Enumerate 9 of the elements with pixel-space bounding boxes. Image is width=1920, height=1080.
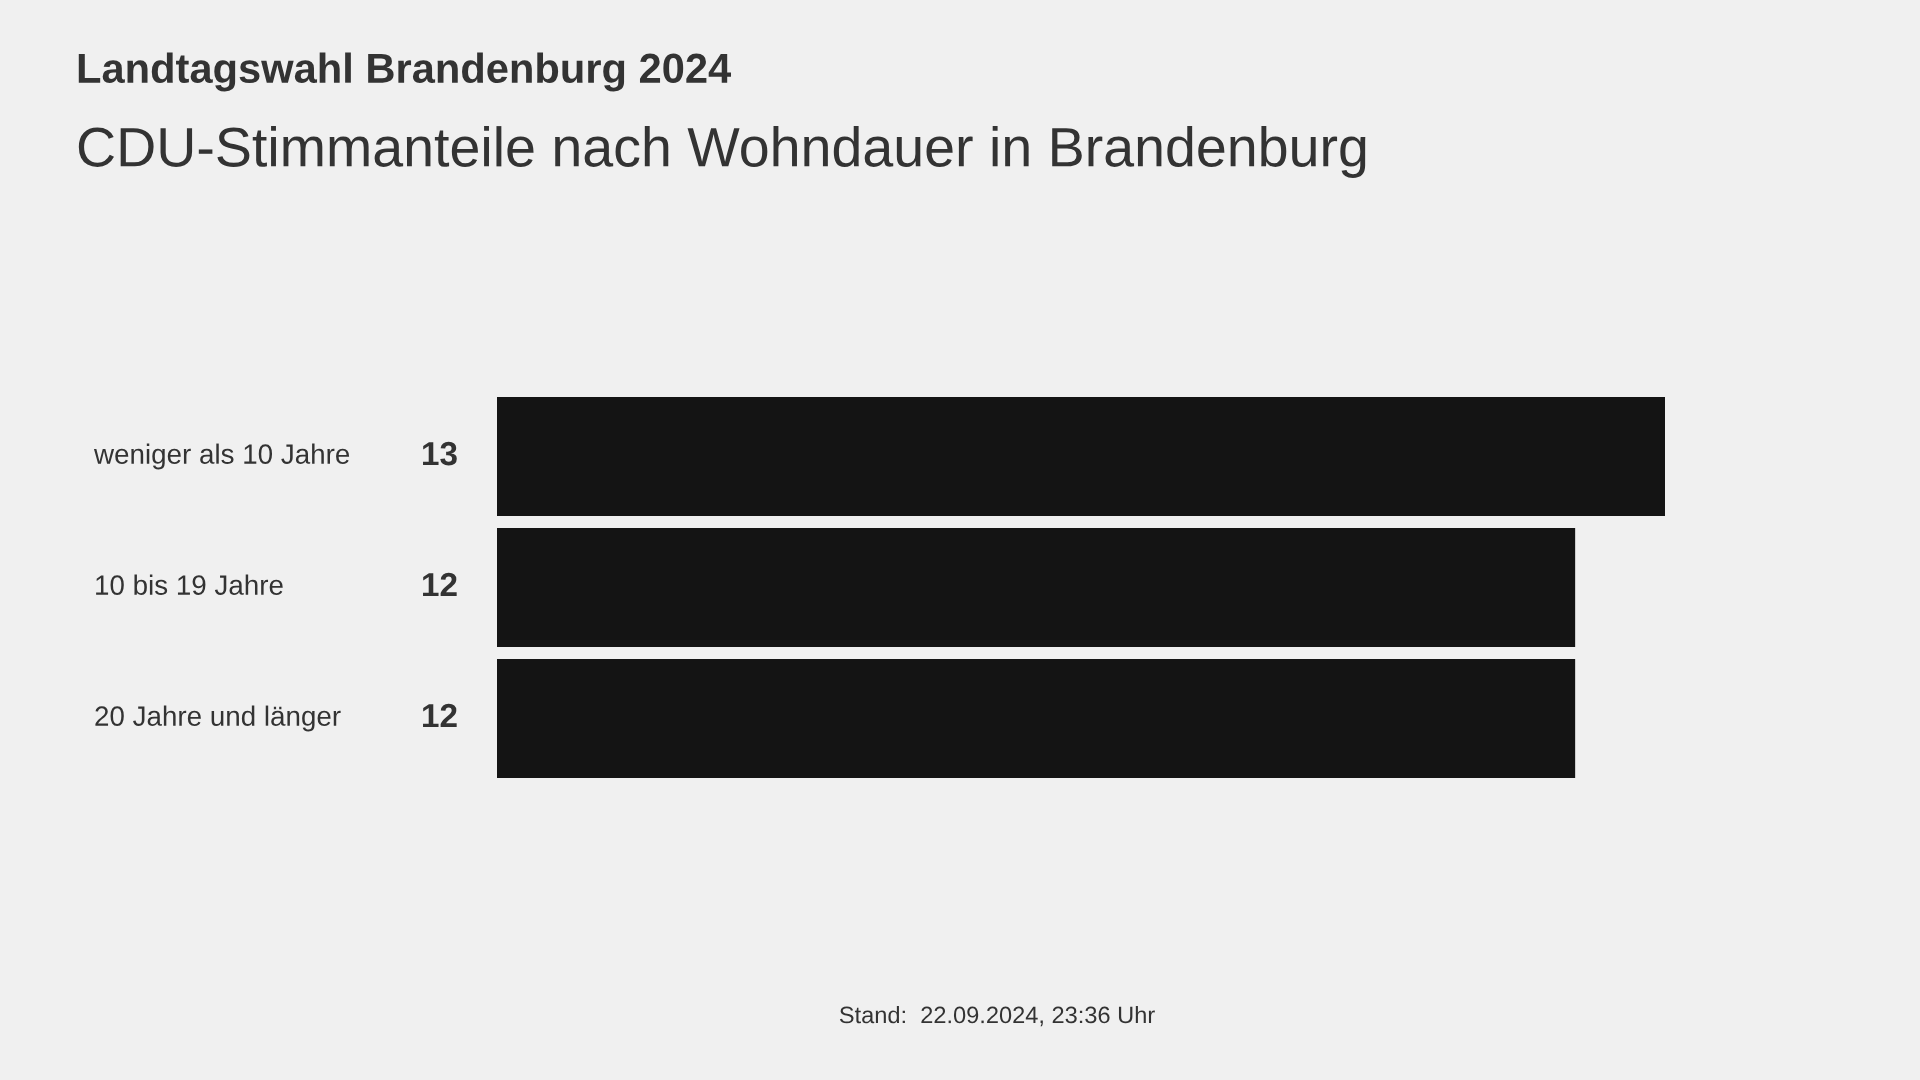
data-label: 12 <box>423 703 457 728</box>
data-label: 13 <box>423 441 457 466</box>
text: Stand: 22.09.2024, 23:36 Uhr <box>839 1005 1155 1027</box>
chart-title: Landtagswahl Brandenburg 2024 <box>78 52 732 92</box>
chart-subtitle: CDU-Stimmanteile nach Wohndauer in Brandenburg <box>78 126 1366 178</box>
data-label: 12 <box>423 572 457 597</box>
y-tick-label: weniger als 10 Jahre <box>93 443 350 470</box>
y-tick-label: 20 Jahre und länger <box>95 705 341 732</box>
y-tick-label: 10 bis 19 Jahre <box>96 574 283 595</box>
